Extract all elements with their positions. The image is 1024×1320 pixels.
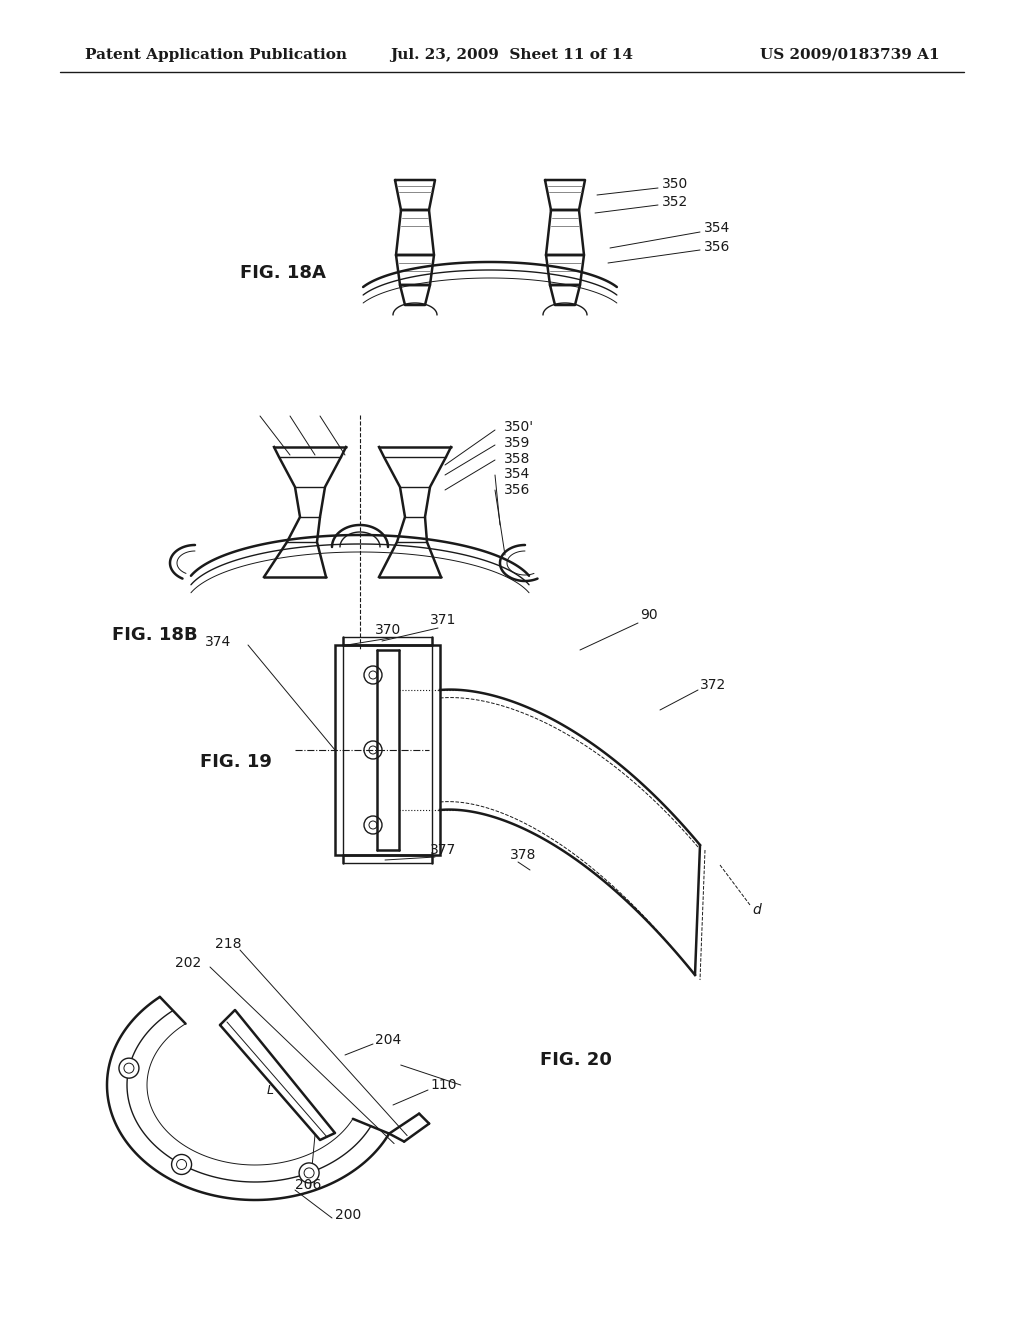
Text: 352: 352 bbox=[662, 195, 688, 209]
Text: 354: 354 bbox=[705, 220, 730, 235]
Text: d: d bbox=[752, 903, 761, 917]
Text: Patent Application Publication: Patent Application Publication bbox=[85, 48, 347, 62]
Text: FIG. 18B: FIG. 18B bbox=[112, 626, 198, 644]
Text: FIG. 20: FIG. 20 bbox=[540, 1051, 612, 1069]
Text: FIG. 19: FIG. 19 bbox=[200, 752, 272, 771]
Text: Jul. 23, 2009  Sheet 11 of 14: Jul. 23, 2009 Sheet 11 of 14 bbox=[390, 48, 634, 62]
Text: 356: 356 bbox=[504, 483, 530, 498]
Text: 374: 374 bbox=[205, 635, 231, 649]
Text: 358: 358 bbox=[504, 451, 530, 466]
Bar bbox=[335, 645, 440, 855]
Circle shape bbox=[299, 1163, 319, 1183]
Text: 350: 350 bbox=[662, 177, 688, 191]
Text: 372: 372 bbox=[700, 678, 726, 692]
Text: FIG. 18A: FIG. 18A bbox=[240, 264, 326, 282]
Circle shape bbox=[119, 1059, 139, 1078]
Text: 377: 377 bbox=[430, 843, 457, 857]
Text: 359: 359 bbox=[504, 436, 530, 450]
Text: L: L bbox=[266, 1084, 273, 1097]
Text: 350': 350' bbox=[504, 420, 535, 434]
Text: 90: 90 bbox=[640, 609, 657, 622]
Text: 218: 218 bbox=[215, 937, 242, 950]
Text: 378: 378 bbox=[510, 847, 537, 862]
Text: 204: 204 bbox=[375, 1034, 401, 1047]
Text: 356: 356 bbox=[705, 240, 730, 253]
Text: 206: 206 bbox=[295, 1177, 322, 1192]
Circle shape bbox=[172, 1155, 191, 1175]
Text: 371: 371 bbox=[430, 612, 457, 627]
Text: 110: 110 bbox=[430, 1078, 457, 1092]
Text: 370: 370 bbox=[375, 623, 401, 638]
Text: 200: 200 bbox=[335, 1208, 361, 1222]
Text: US 2009/0183739 A1: US 2009/0183739 A1 bbox=[761, 48, 940, 62]
Text: 354: 354 bbox=[504, 467, 530, 480]
Text: 202: 202 bbox=[175, 956, 202, 970]
